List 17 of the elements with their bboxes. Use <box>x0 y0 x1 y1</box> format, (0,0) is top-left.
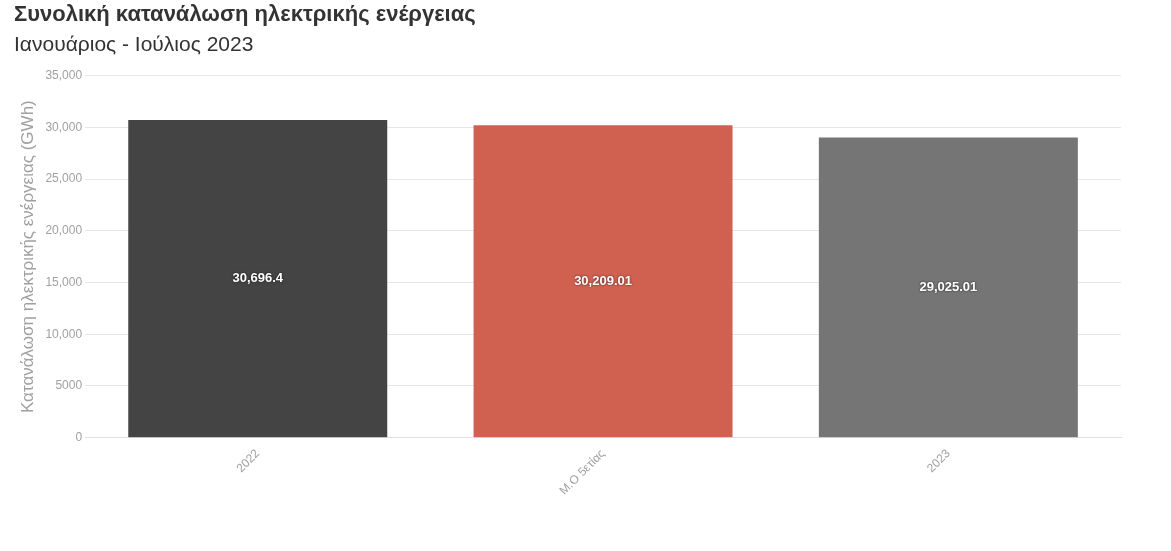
data-label: 30,696.4 <box>232 270 284 286</box>
y-tick-label: 5000 <box>55 378 83 393</box>
y-axis-title: Κατανάλωση ηλεκτρικής ενέργειας (GWh) <box>17 100 37 414</box>
y-tick-label: 20,000 <box>45 223 83 238</box>
y-tick-label: 0 <box>75 430 83 445</box>
bar <box>128 120 388 438</box>
data-label: 29,025.01 <box>919 278 978 294</box>
chart-subtitle: Ιανουάριος - Ιούλιος 2023 <box>14 31 254 55</box>
y-tick-label: 30,000 <box>45 119 83 134</box>
bar <box>818 137 1078 438</box>
chart-title: Συνολική κατανάλωση ηλεκτρικής ενέργειας <box>14 1 476 27</box>
y-tick-label: 15,000 <box>45 274 83 289</box>
y-tick-label: 10,000 <box>45 326 83 341</box>
data-label: 30,209.01 <box>574 272 632 288</box>
bar <box>473 125 733 438</box>
y-tick-label: 25,000 <box>45 171 83 186</box>
y-tick-label: 35,000 <box>45 67 83 82</box>
